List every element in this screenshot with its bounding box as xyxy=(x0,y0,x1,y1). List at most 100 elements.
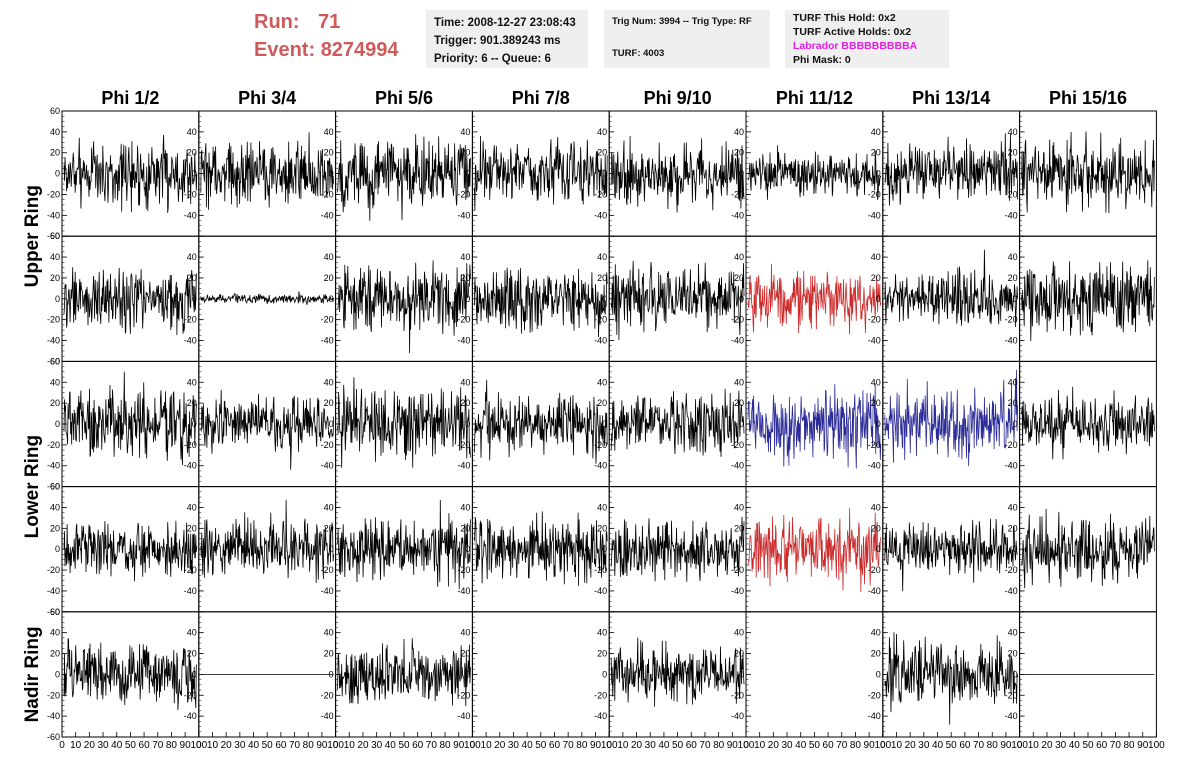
y-tick-label: 0 xyxy=(1013,169,1018,179)
y-tick-label: 20 xyxy=(324,523,334,533)
y-tick-label: 20 xyxy=(187,398,197,408)
y-tick-label: -20 xyxy=(1005,189,1018,199)
y-tick-label: 40 xyxy=(50,377,60,387)
y-tick-label: 40 xyxy=(597,502,607,512)
y-tick-label: 20 xyxy=(460,649,470,659)
y-tick-label: 20 xyxy=(324,398,334,408)
y-tick-label: 40 xyxy=(460,628,470,638)
x-tick-label: 40 xyxy=(111,740,123,751)
y-tick-label: 40 xyxy=(187,127,197,137)
x-tick-label: 80 xyxy=(303,740,315,751)
y-tick-label: -40 xyxy=(47,336,60,346)
y-tick-label: 40 xyxy=(187,252,197,262)
y-tick-label: 20 xyxy=(50,148,60,158)
waveform-line xyxy=(474,511,607,585)
x-tick-label: 80 xyxy=(166,740,178,751)
y-tick-label: -40 xyxy=(1005,586,1018,596)
panel-r4-c4: -40-2002040 xyxy=(457,487,609,612)
y-tick-label: -40 xyxy=(1005,336,1018,346)
waveform-line xyxy=(338,638,471,706)
y-tick-label: 20 xyxy=(324,649,334,659)
y-tick-label: -40 xyxy=(321,586,334,596)
y-tick-label: 0 xyxy=(876,169,881,179)
y-tick-label: 0 xyxy=(739,294,744,304)
column-header-1: Phi 1/2 xyxy=(101,88,159,108)
panel-r3-c3: -40-2002040 xyxy=(321,361,473,486)
panel-r1-c8: -40-2002040 xyxy=(1005,111,1157,236)
x-tick-label: 80 xyxy=(987,740,999,751)
y-tick-label: -40 xyxy=(321,210,334,220)
y-tick-label: 0 xyxy=(602,669,607,679)
x-tick-label: 90 xyxy=(1000,740,1012,751)
y-tick-label: 0 xyxy=(192,669,197,679)
y-tick-label: 40 xyxy=(597,377,607,387)
y-tick-label: -20 xyxy=(47,690,60,700)
x-tick-label: 70 xyxy=(836,740,848,751)
y-tick-label: -20 xyxy=(457,565,470,575)
x-tick-label: 20 xyxy=(905,740,917,751)
y-tick-label: -40 xyxy=(184,336,197,346)
panel-r1-c4: -40-2002040 xyxy=(457,111,609,236)
y-tick-label: 20 xyxy=(187,523,197,533)
y-tick-label: 0 xyxy=(55,669,60,679)
waveform-line xyxy=(885,632,1018,724)
y-tick-label: 0 xyxy=(602,169,607,179)
panel-r2-c7: -40 -20 0 20 40 xyxy=(868,236,1020,361)
y-tick-label: 40 xyxy=(871,252,881,262)
waveform-line xyxy=(474,268,607,338)
panel-r4-c3: -40-2002040 xyxy=(321,487,473,612)
y-tick-label: 0 xyxy=(465,294,470,304)
y-tick-label: 40 xyxy=(1008,628,1018,638)
x-tick-label: 60 xyxy=(412,740,424,751)
y-tick-label: -20 xyxy=(1005,440,1018,450)
x-tick-label: 70 xyxy=(152,740,164,751)
waveform-line xyxy=(748,145,881,200)
y-tick-label: -20 xyxy=(457,189,470,199)
y-tick-label: -20 xyxy=(47,440,60,450)
ring-label-2: Lower Ring xyxy=(22,435,43,538)
y-tick-label: -40 xyxy=(457,336,470,346)
y-tick-label: -20 xyxy=(457,315,470,325)
x-tick-label: 90 xyxy=(453,740,465,751)
y-tick-label: 40 xyxy=(1008,252,1018,262)
y-tick-label: 20 xyxy=(187,273,197,283)
y-tick-label: 40 xyxy=(871,628,881,638)
y-tick-label: -20 xyxy=(321,440,334,450)
y-tick-label: -20 xyxy=(731,440,744,450)
y-tick-label: 40 xyxy=(50,127,60,137)
waveform-line xyxy=(611,517,744,582)
waveform-line xyxy=(338,134,471,221)
x-tick-label: 10 xyxy=(70,740,82,751)
y-tick-label: -20 xyxy=(47,565,60,575)
y-tick-label: 40 xyxy=(460,252,470,262)
panel-r5-c7: -40-20020400 10 20 30 40 50 60 70 80 90 100 xyxy=(868,612,1029,751)
y-tick-label: -20 xyxy=(184,690,197,700)
y-tick-label: 20 xyxy=(460,273,470,283)
y-tick-label: -40 xyxy=(1005,210,1018,220)
y-tick-label: -20 xyxy=(1005,690,1018,700)
x-tick-label: 10 xyxy=(207,740,219,751)
waveform-line xyxy=(338,377,471,468)
ring-label-1: Upper Ring xyxy=(22,185,43,287)
waveform-line xyxy=(885,250,1018,327)
y-tick-label: 0 xyxy=(55,419,60,429)
waveform-line xyxy=(64,267,197,335)
y-tick-label: 40 xyxy=(324,628,334,638)
y-tick-label: -20 xyxy=(868,189,881,199)
y-tick-label: -40 xyxy=(731,336,744,346)
x-tick-label: 0 xyxy=(470,740,476,751)
panel-r1-c1: -60-40-200204060 xyxy=(47,106,199,241)
y-tick-label: 20 xyxy=(597,148,607,158)
y-tick-label: 40 xyxy=(734,502,744,512)
waveform-line xyxy=(64,638,197,710)
x-tick-label: 80 xyxy=(1123,740,1135,751)
x-tick-label: 100 xyxy=(1148,740,1165,751)
y-tick-label: 40 xyxy=(50,502,60,512)
y-tick-label: -20 xyxy=(868,690,881,700)
x-tick-label: 40 xyxy=(795,740,807,751)
y-tick-label: 20 xyxy=(324,273,334,283)
x-tick-label: 10 xyxy=(344,740,356,751)
y-tick-label: 0 xyxy=(602,419,607,429)
y-tick-label: 20 xyxy=(50,398,60,408)
y-tick-label: 20 xyxy=(1008,523,1018,533)
